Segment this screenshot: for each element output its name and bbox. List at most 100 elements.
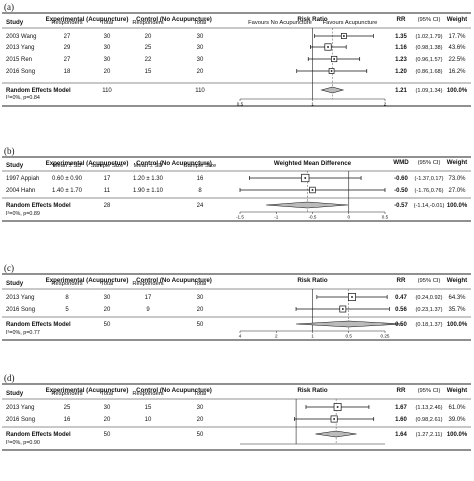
pooled-ci-value: (-1.14,-0.01) [414,203,445,209]
study-name: 1997 Appiah [6,176,39,182]
x-tick-label: 0 [347,215,350,220]
header-col1: Responders [51,20,82,26]
x-tick-label: 0.5 [382,215,389,220]
pooled-total-control: 110 [195,88,205,94]
x-tick-label: 1 [311,334,314,339]
header-col4: Total [194,391,206,397]
header-study: Study [6,280,24,287]
ci-value: (1.02,1.79) [415,34,442,40]
cell-value: 9 [146,307,150,313]
cell-value: 20 [104,417,111,423]
pooled-weight-value: 100.0% [447,322,468,328]
header-group2: Control (No Acupuncture) [136,160,212,167]
cell-value: 25 [145,45,152,51]
estimate-value: 1.20 [395,69,407,75]
cell-value: 11 [104,188,111,194]
pooled-total-experimental: 50 [104,322,111,328]
header-col2: Total [101,281,113,287]
ci-value: (1.13,2.46) [415,405,442,411]
study-name: 2013 Yang [6,295,34,301]
header-weight: Weight [447,159,468,166]
pooled-ci-value: (1.09,1.34) [415,88,442,94]
cell-value: 30 [104,34,111,40]
header-col4: Sample Size [184,163,217,169]
header-measure: Risk Ratio [297,387,327,394]
ci-value: (0.98,1.38) [415,45,442,51]
header-col3: Responders [132,20,163,26]
study-name: 2016 Song [6,417,35,423]
cell-value: 30 [104,295,111,301]
header-group2: Control (No Acupuncture) [136,387,212,394]
pooled-estimate-value: 0.50 [395,322,407,328]
header-study: Study [6,162,24,169]
x-tick-label: 2 [384,102,387,107]
header-col1: Mean ± SD [53,163,82,169]
header-col2: Total [101,20,113,26]
estimate-value: 1.23 [395,57,407,63]
heterogeneity-stat: I²=0%, p=0.84 [6,95,40,101]
study-estimate-point [311,189,314,191]
pooled-label: Random Effects Model [6,432,71,438]
cell-value: 17 [104,176,111,182]
study-estimate-point [343,35,345,37]
pooled-total-experimental: 50 [104,432,111,438]
cell-value: 30 [197,34,204,40]
estimate-value: -0.60 [394,176,408,182]
cell-value: 20 [145,34,152,40]
estimate-value: 1.67 [395,405,407,411]
cell-value: 30 [197,45,204,51]
x-tick-label: 4 [239,334,242,339]
panel-label: (d) [4,373,15,383]
ci-value: (0.96,1.57) [415,57,442,63]
pooled-ci-value: (1.27,2.11) [416,432,443,438]
header-col3: Responders [132,391,163,397]
header-ci: (95% CI) [418,17,441,23]
study-name: 2016 Song [6,69,35,75]
cell-value: 20 [104,69,111,75]
header-weight: Weight [447,16,468,23]
forest-panel: (c) Experimental (Acupuncture) Control (No… [2,263,471,341]
weight-value: 35.7% [448,307,466,313]
x-tick-label: 0.5 [237,102,244,107]
ci-value: (0.24,0.92) [415,295,442,301]
header-group1: Experimental (Acupuncture) [46,160,129,167]
heterogeneity-stat: I²=0%, p=0.90 [6,440,40,446]
weight-value: 16.2% [448,69,466,75]
study-name: 2016 Song [6,307,35,313]
header-col2: Sample Size [91,163,124,169]
cell-value: 20 [197,307,204,313]
ci-value: (0.23,1.37) [415,307,442,313]
cell-value: 30 [104,405,111,411]
study-estimate-point [336,406,339,408]
forest-panel: (b) Experimental (Acupuncture) Control (No… [2,146,471,222]
header-col4: Total [194,281,206,287]
pooled-ci-value: (0.18,1.37) [415,322,442,328]
header-favours-right: Favours Acupuncture [323,20,378,26]
pooled-estimate-value: 1.21 [395,88,407,94]
header-measure: Weighted Mean Difference [274,160,352,167]
cell-value: 27 [64,57,71,63]
cell-value: 5 [65,307,69,313]
weight-value: 61.0% [448,405,466,411]
cell-value: 15 [145,69,152,75]
pooled-diamond [266,201,349,209]
x-tick-label: 0.25 [381,334,390,339]
header-group2: Control (No Acupuncture) [136,16,212,23]
weight-value: 17.7% [448,34,466,40]
pooled-diamond [320,86,345,94]
cell-value: 18 [64,69,71,75]
pooled-label: Random Effects Model [6,322,71,328]
cell-value: 8 [65,295,69,301]
x-tick-label: 2 [275,334,278,339]
header-estimate: RR [397,16,406,23]
cell-value: 16 [197,176,204,182]
cell-value: 1.90 ± 1.10 [133,188,164,194]
estimate-value: 1.35 [395,34,407,40]
header-col1: Responders [51,281,82,287]
pooled-total-control: 50 [197,322,204,328]
cell-value: 17 [145,295,152,301]
header-ci: (95% CI) [418,388,441,394]
header-weight: Weight [447,277,468,284]
cell-value: 22 [145,57,152,63]
